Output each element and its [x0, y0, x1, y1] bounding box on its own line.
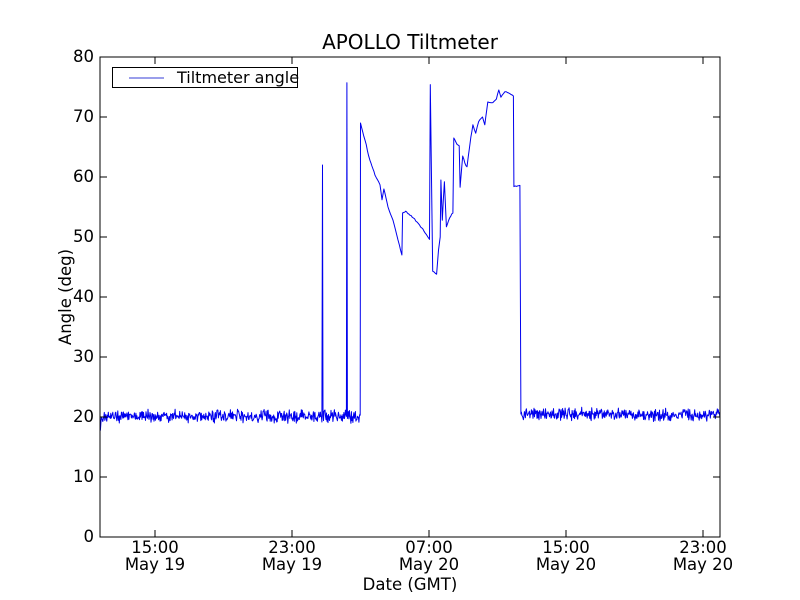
x-tick-date: May 20 [672, 555, 734, 574]
y-tick-label: 60 [73, 167, 94, 186]
x-tick-time: 07:00 [405, 538, 453, 557]
x-tick-label: 07:00 May 20 [369, 539, 489, 573]
y-tick-label: 40 [73, 287, 94, 306]
y-tick-label: 70 [73, 107, 94, 126]
y-tick-label: 10 [73, 467, 94, 486]
x-tick-date: May 20 [535, 555, 597, 574]
plot-frame [99, 56, 721, 538]
data-series-line [99, 82, 721, 431]
x-tick-time: 23:00 [268, 538, 316, 557]
x-tick-label: 23:00 May 20 [643, 539, 763, 573]
x-tick-label: 15:00 May 20 [506, 539, 626, 573]
y-tick-label: 50 [73, 227, 94, 246]
y-tick-label: 0 [83, 527, 95, 546]
y-tick-label: 30 [73, 347, 94, 366]
legend-line-sample-icon [129, 76, 164, 79]
x-tick-time: 15:00 [542, 538, 590, 557]
x-tick-label: 23:00 May 19 [232, 539, 352, 573]
x-tick-date: May 20 [398, 555, 460, 574]
x-tick-time: 23:00 [679, 538, 727, 557]
tick-marks [100, 56, 720, 538]
legend-label: Tiltmeter angle [177, 67, 300, 87]
y-axis-label: Angle (deg) [56, 248, 75, 346]
legend: Tiltmeter angle [112, 67, 300, 88]
x-tick-time: 15:00 [131, 538, 179, 557]
x-tick-date: May 19 [124, 555, 186, 574]
x-tick-label: 15:00 May 19 [95, 539, 215, 573]
x-axis-label: Date (GMT) [362, 575, 458, 594]
x-tick-date: May 19 [261, 555, 323, 574]
y-tick-label: 80 [73, 47, 94, 66]
chart-title: APOLLO Tiltmeter [322, 30, 498, 54]
y-tick-label: 20 [73, 407, 94, 426]
